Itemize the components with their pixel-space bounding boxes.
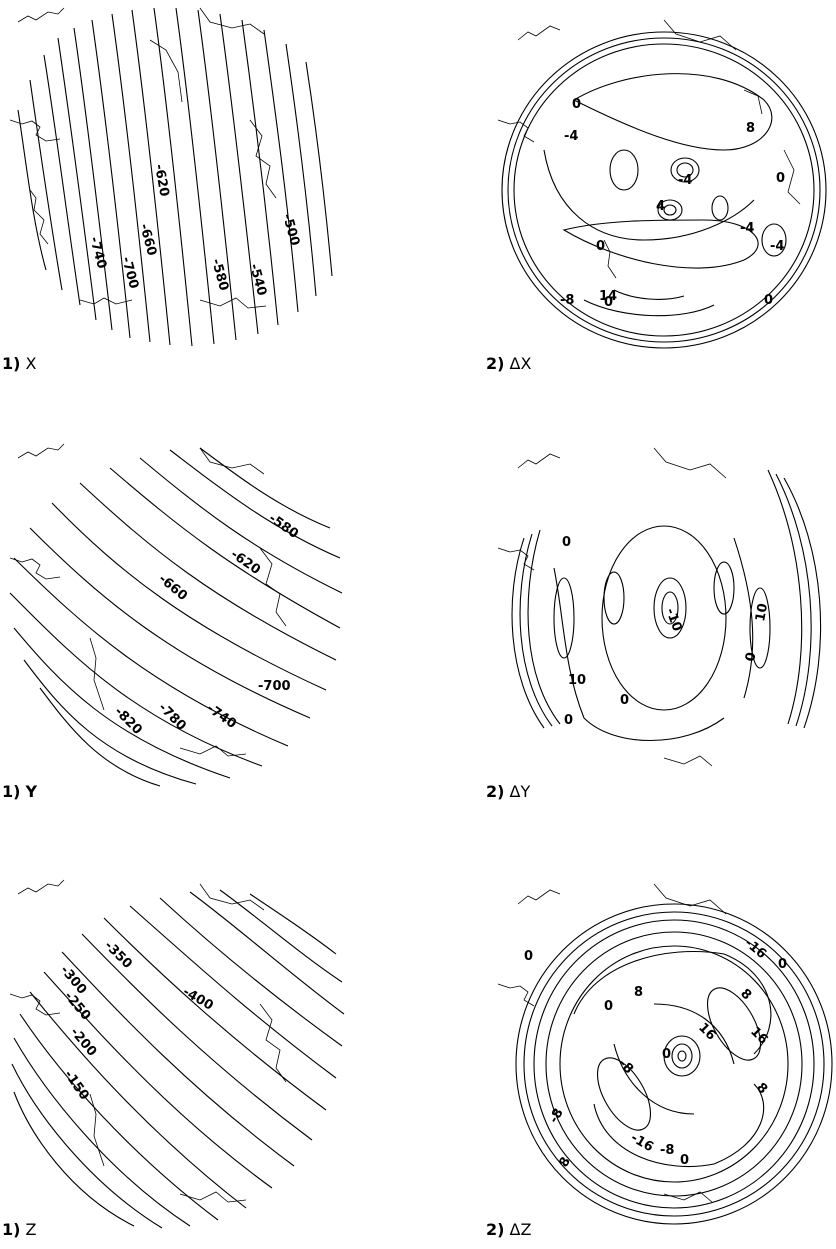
panel-dz: 0 -16 0 8 0 8 16 16 0 -8 8 -16 -8 0 -8 8… [484,864,834,1239]
contour-label: 10 [753,602,771,622]
contour-label: 8 [737,986,754,1003]
contour-label: 8 [556,1155,574,1170]
coastline [9,443,287,757]
panel-name: X [25,354,37,373]
panel-number: 1) [2,1220,21,1239]
contour-lines [17,7,333,347]
panel-x: -620 -660 -700 -740 -580 -540 -500 1) X [0,0,350,373]
panel-name: ΔY [509,782,531,801]
contour-labels: -350 -300 -250 -200 -150 -400 [57,938,216,1103]
panel-caption: 2) ΔY [486,782,530,801]
contour-label: 0 [562,535,571,550]
contour-label: 0 [764,293,773,308]
contour-lines [501,31,827,349]
contour-label: 16 [695,1020,718,1043]
contour-label: -4 [678,173,692,188]
contour-label: -740 [204,701,239,732]
contour-label: -400 [180,984,216,1013]
contour-map-x: -620 -660 -700 -740 -580 -540 -500 [9,7,333,347]
contour-label: -740 [86,235,109,270]
contour-map-y: -580 -620 -660 -700 -740 -780 -820 [9,443,343,787]
contour-label: 0 [662,1047,671,1062]
panel-name: ΔZ [509,1220,532,1239]
contour-label: -8 [546,1106,566,1126]
contour-label: -620 [151,163,171,198]
contour-label: 0 [596,239,605,254]
contour-map-dz: 0 -16 0 8 0 8 16 16 0 -8 8 -16 -8 0 -8 8 [497,883,833,1225]
contour-label: 16 [747,1024,770,1047]
contour-label: 8 [746,121,755,136]
contour-lines [511,469,822,741]
contour-lines [515,903,833,1225]
contour-label: 4 [656,199,665,214]
contour-label: 0 [743,651,759,663]
contour-label: -4 [564,129,578,144]
contour-label: -150 [61,1068,92,1103]
contour-label: -16 [741,936,769,963]
contour-map-dx: 0 -4 8 0 -4 4 -4 -4 0 14 0 -8 0 [497,19,827,349]
contour-label: -820 [111,704,145,738]
contour-label: -700 [258,679,291,694]
contour-label: -8 [615,1056,636,1077]
contour-label: -660 [155,572,190,604]
contour-label: -10 [662,606,684,633]
contour-labels: 0 -10 10 0 10 0 0 [562,535,771,728]
contour-label: 0 [524,949,533,964]
contour-label: -500 [279,212,302,247]
contour-label: -700 [118,255,141,290]
contour-label: -8 [660,1143,674,1158]
panel-z: -350 -300 -250 -200 -150 -400 1) Z [0,864,350,1239]
contour-label: -8 [560,293,574,308]
contour-labels: 0 -16 0 8 0 8 16 16 0 -8 8 -16 -8 0 -8 8 [524,936,787,1170]
coastline [9,7,277,309]
coastline [497,19,801,279]
panel-name: Z [25,1220,37,1239]
contour-labels: 0 -4 8 0 -4 4 -4 -4 0 14 0 -8 0 [560,97,785,310]
coastline [497,447,727,767]
contour-label: 0 [620,693,629,708]
panel-caption: 2) ΔX [486,354,531,373]
contour-label: 0 [604,999,613,1014]
contour-label: 0 [778,957,787,972]
contour-label: 0 [776,171,785,186]
contour-label: -250 [61,989,93,1024]
panel-y: -580 -620 -660 -700 -740 -780 -820 1) Y [0,428,350,801]
panel-caption: 1) Z [2,1220,37,1239]
contour-lines [9,447,343,787]
panel-number: 2) [486,354,505,373]
panel-number: 2) [486,782,505,801]
contour-map-z: -350 -300 -250 -200 -150 -400 [9,879,345,1229]
contour-label: -620 [228,547,263,578]
contour-label: 0 [572,97,581,112]
contour-label: 8 [634,985,643,1000]
panel-name: Y [25,782,38,801]
coastline [9,879,287,1203]
panel-number: 1) [2,354,21,373]
contour-label: -780 [155,700,189,734]
panel-number: 2) [486,1220,505,1239]
panel-dx: 0 -4 8 0 -4 4 -4 -4 0 14 0 -8 0 2) ΔX [484,0,834,373]
coastline [497,883,727,1203]
contour-label: -4 [770,239,784,254]
panel-dy: 0 -10 10 0 10 0 0 2) ΔY [484,428,834,801]
panel-name: ΔX [509,354,532,373]
panel-number: 1) [2,782,21,801]
contour-label: 14 [599,289,617,304]
panel-caption: 1) X [2,354,37,373]
contour-label: -580 [266,511,301,542]
contour-map-dy: 0 -10 10 0 10 0 0 [497,447,822,767]
panel-caption: 2) ΔZ [486,1220,531,1239]
contour-lines [11,889,345,1229]
panel-caption: 1) Y [2,782,37,801]
contour-label: 8 [753,1080,770,1097]
contour-label: 0 [604,295,613,310]
contour-label: -540 [246,262,269,297]
contour-label: 0 [680,1153,689,1168]
contour-label: -16 [628,1130,656,1155]
contour-label: 0 [564,713,573,728]
contour-label: -4 [740,221,754,236]
contour-label: 10 [568,673,586,688]
